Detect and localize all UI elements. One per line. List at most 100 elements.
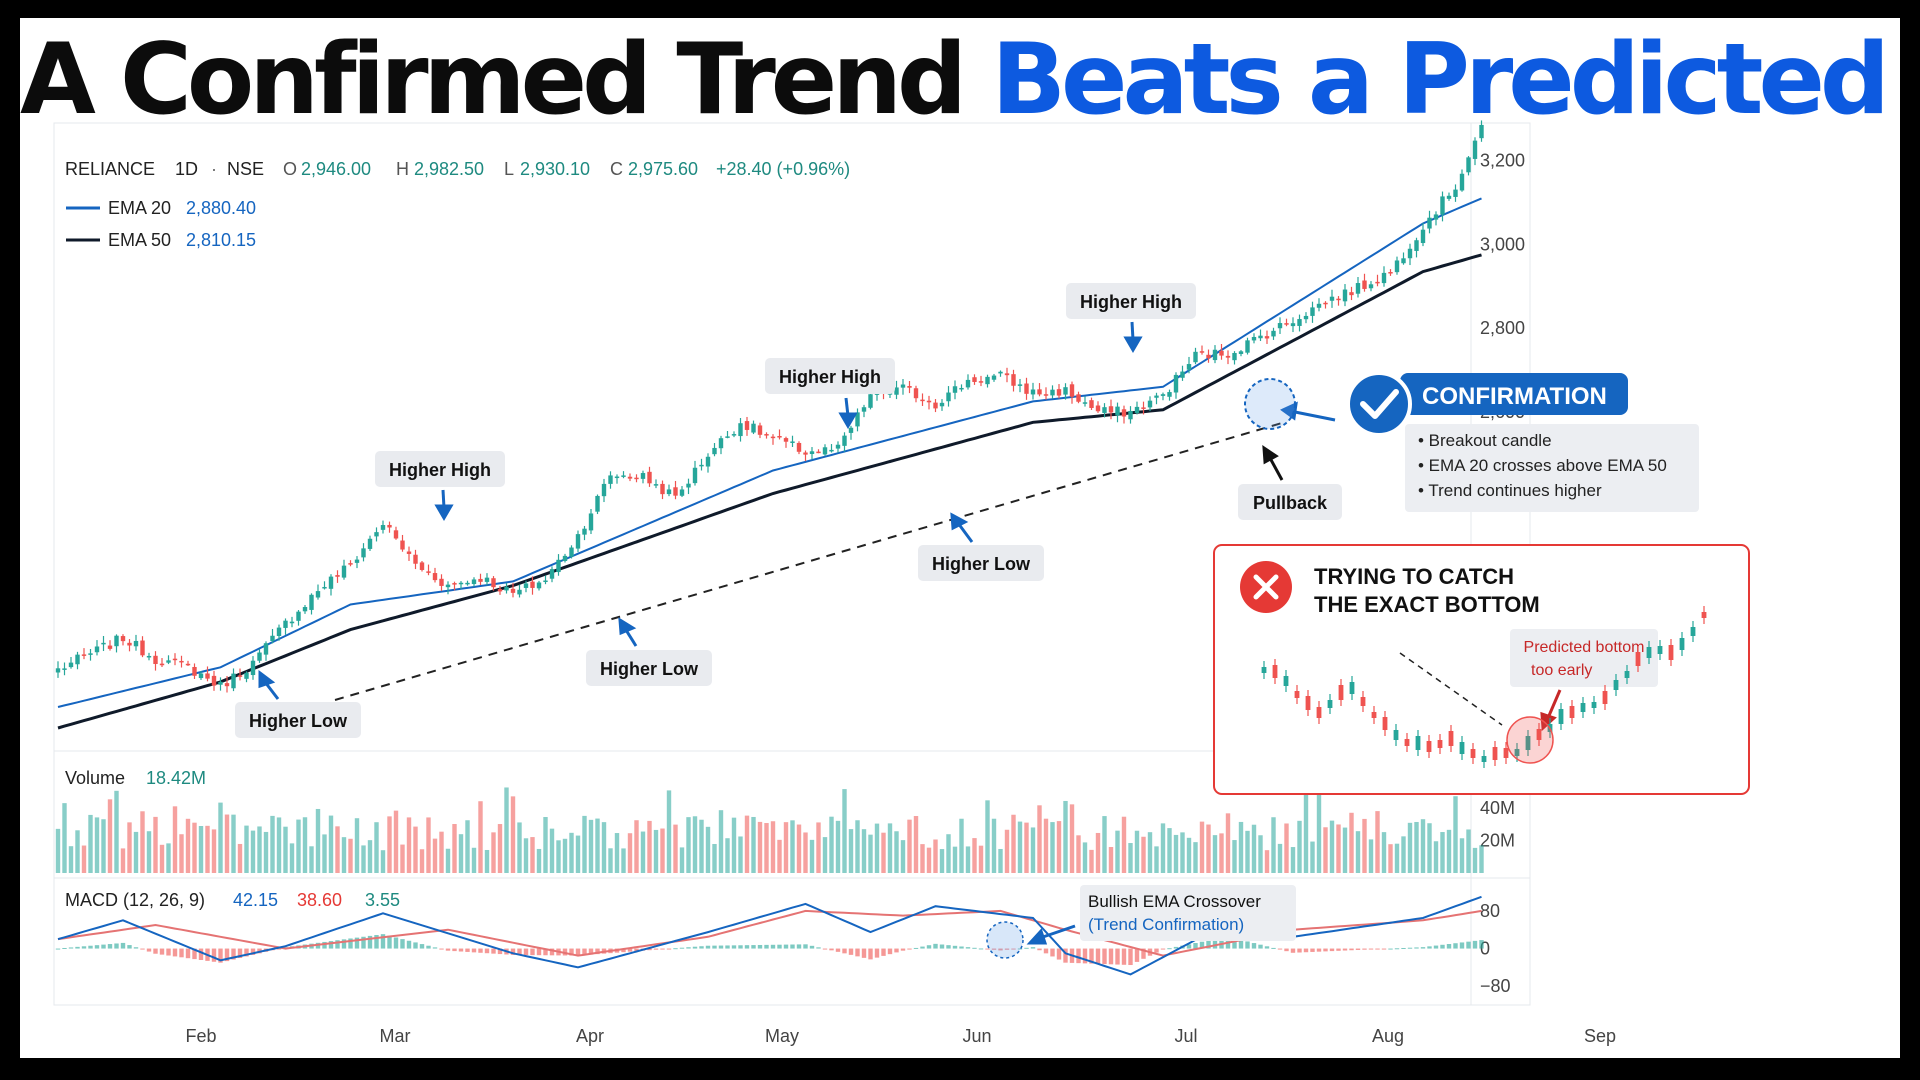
macd-hist-bar xyxy=(1251,943,1257,949)
candle xyxy=(1459,169,1465,192)
month-tick: Jun xyxy=(962,1026,991,1046)
candle xyxy=(913,385,919,403)
month-tick: Apr xyxy=(576,1026,604,1046)
candle xyxy=(510,583,516,598)
volume-bar xyxy=(582,815,587,873)
predicted-bottom-highlight xyxy=(1506,716,1554,764)
candle xyxy=(387,521,392,533)
volume-bar xyxy=(406,817,412,873)
candle xyxy=(738,418,743,442)
candle xyxy=(205,666,210,682)
candle xyxy=(81,648,87,660)
volume-bar xyxy=(68,846,74,873)
macd-hist-bar xyxy=(68,947,74,949)
legend-interval: 1D xyxy=(175,159,198,179)
macd-hist-bar xyxy=(1030,947,1036,949)
volume-bar xyxy=(952,846,958,873)
volume-bar xyxy=(1069,804,1075,873)
macd-hist-bar xyxy=(1277,948,1283,950)
macd-hist-bar xyxy=(432,947,438,949)
volume-bar xyxy=(1102,816,1107,873)
volume-bar xyxy=(497,824,503,873)
volume-bar xyxy=(1303,786,1309,873)
inset-candle xyxy=(1492,741,1498,766)
candle xyxy=(341,559,347,580)
macd-hist-bar xyxy=(1323,948,1328,952)
macd-hist-bar xyxy=(1011,948,1016,950)
volume-bar xyxy=(783,822,789,873)
candle xyxy=(855,408,860,432)
inset-candle xyxy=(1657,640,1663,660)
volume-bar xyxy=(1277,843,1283,873)
macd-hist-bar xyxy=(276,948,282,950)
candle xyxy=(1037,383,1042,397)
macd-hist-bar xyxy=(1427,946,1432,949)
volume-bar xyxy=(575,835,581,873)
candle xyxy=(263,641,269,661)
macd-hist-bar xyxy=(101,944,106,949)
volume-bar xyxy=(1290,847,1296,873)
macd-hist-bar xyxy=(738,945,743,949)
candle xyxy=(1349,286,1354,301)
macd-hist-bar xyxy=(1290,948,1296,953)
macd-hist-bar xyxy=(783,944,789,949)
candle xyxy=(1095,401,1101,413)
volume-bar xyxy=(471,847,477,873)
volume-bar xyxy=(1225,813,1231,873)
macd-hist-bar xyxy=(452,948,457,952)
volume-bar xyxy=(803,832,808,873)
macd-hist-bar xyxy=(374,935,379,949)
macd-hist-bar xyxy=(1258,944,1263,949)
macd-hist-bar xyxy=(1407,947,1413,949)
macd-hist-bar xyxy=(725,945,730,949)
macd-hist-bar xyxy=(946,945,951,949)
candle xyxy=(965,374,971,390)
volume-bar xyxy=(920,844,925,873)
candle xyxy=(634,474,639,483)
inset-candle xyxy=(1470,743,1476,764)
volume-bar xyxy=(153,816,158,873)
inset-candle xyxy=(1580,697,1586,718)
candle xyxy=(822,444,828,456)
higher-low-text-3: Higher Low xyxy=(932,554,1031,574)
volume-bar xyxy=(1219,833,1224,873)
volume-bar xyxy=(140,811,145,873)
macd-signal-value: 38.60 xyxy=(297,890,342,910)
volume-bar xyxy=(1414,821,1419,873)
volume-bar xyxy=(62,803,67,873)
candle xyxy=(1173,372,1179,399)
macd-hist-bar xyxy=(582,948,587,956)
volume-bar xyxy=(1212,835,1218,873)
candle xyxy=(120,634,126,646)
candle xyxy=(582,525,587,541)
candle xyxy=(159,658,165,667)
volume-bar xyxy=(621,848,626,873)
volume-bar xyxy=(1108,846,1114,873)
candle xyxy=(133,634,139,651)
candle xyxy=(1271,327,1276,340)
confirmation-point-3: • Trend continues higher xyxy=(1418,481,1602,500)
volume-bar xyxy=(1349,812,1354,873)
candle xyxy=(335,570,340,583)
macd-hist-bar xyxy=(387,935,392,949)
volume-bar xyxy=(660,828,665,873)
volume-bar xyxy=(562,838,568,873)
candle xyxy=(432,567,438,583)
macd-hist-bar xyxy=(894,948,899,953)
price-tick: 2,800 xyxy=(1480,318,1525,338)
macd-hist-bar xyxy=(1375,948,1380,950)
candle xyxy=(861,404,867,418)
candle xyxy=(1407,243,1413,266)
arrow-pullback xyxy=(1262,445,1284,481)
volume-bar xyxy=(1310,841,1315,873)
candle xyxy=(224,676,230,693)
candle xyxy=(1394,256,1400,275)
inset-candle xyxy=(1613,674,1619,696)
volume-bar xyxy=(679,847,685,873)
volume-bar xyxy=(393,810,399,873)
candle xyxy=(803,450,808,462)
macd-hist-bar xyxy=(127,945,132,949)
volume-bar xyxy=(939,849,945,873)
inset-candle xyxy=(1558,703,1564,730)
higher-high-label-3: Higher High xyxy=(1066,283,1196,319)
